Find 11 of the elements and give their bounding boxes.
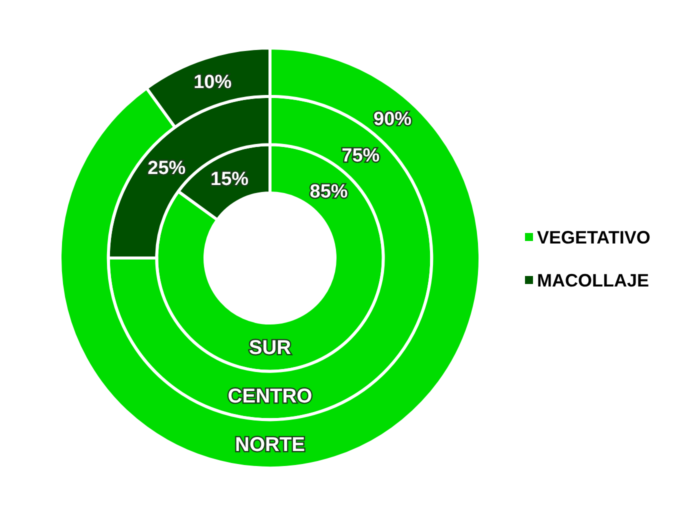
slice-label: CENTRO: [228, 386, 312, 408]
legend-label: MACOLLAJE: [537, 270, 649, 290]
data-label: 25%: [148, 158, 186, 179]
data-label: 15%: [210, 169, 249, 190]
slice-label: SUR: [248, 337, 292, 360]
legend-label: VEGETATIVO: [537, 227, 650, 248]
data-label: 85%: [310, 182, 348, 203]
data-label: 75%: [342, 145, 380, 166]
slice-label: NORTE: [235, 434, 305, 456]
data-label: 90%: [374, 108, 412, 130]
data-label: 10%: [194, 72, 232, 93]
